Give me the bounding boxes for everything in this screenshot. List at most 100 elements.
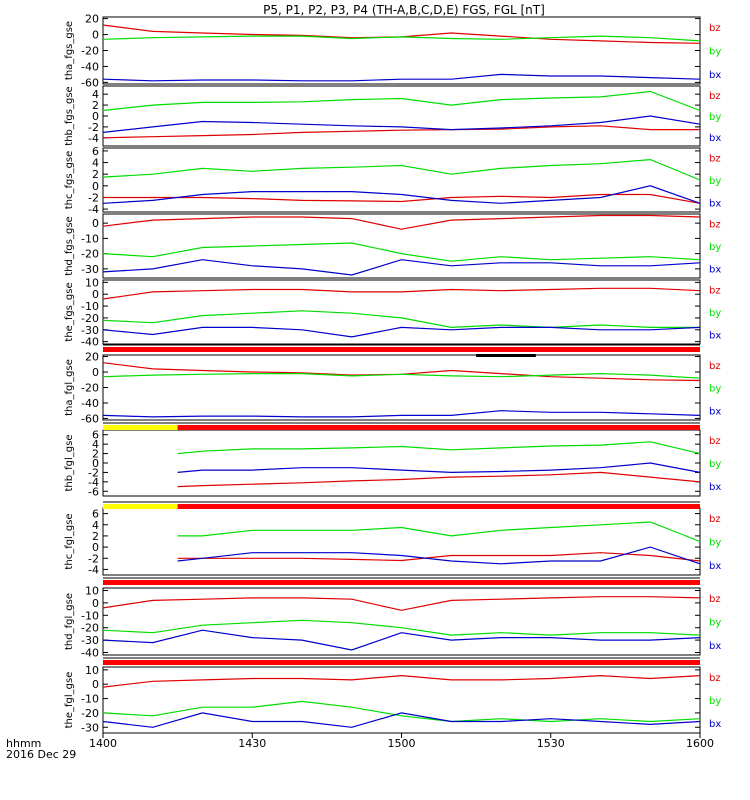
y-tick-label: -4 [88, 476, 99, 489]
legend-label-by: by [709, 112, 721, 123]
legend-label-by: by [709, 47, 721, 58]
y-tick-label: 2 [92, 448, 99, 461]
series-line-by [102, 242, 701, 262]
y-axis-label: tha_fgl_gse [64, 359, 75, 416]
y-tick-label: 4 [92, 519, 99, 532]
y-tick-label: -20 [81, 707, 99, 720]
legend-label-by: by [709, 176, 721, 187]
legend-label-bx: bx [709, 561, 721, 572]
y-tick-label: -30 [81, 324, 99, 337]
status-bar [103, 422, 700, 430]
y-axis-label: tha_fgs_gse [64, 21, 75, 80]
y-tick-label: -2 [88, 466, 99, 479]
status-bar [103, 657, 700, 665]
series-line-by [177, 441, 701, 455]
y-tick-label: -4 [88, 563, 99, 576]
y-tick-label: -40 [81, 336, 99, 349]
y-tick-label: 6 [92, 429, 99, 442]
y-tick-label: -10 [81, 300, 99, 313]
panel-3: 0 -10 -20 -30 thd_fgs_gse bz by bx [64, 213, 721, 279]
series-line-bx [102, 629, 701, 651]
y-tick-label: -4 [88, 203, 99, 216]
y-tick-label: -20 [81, 248, 99, 261]
x-tick-label: 1530 [537, 737, 565, 750]
y-tick-label: -40 [81, 647, 99, 660]
legend-label-bx: bx [709, 330, 721, 341]
y-tick-label: -30 [81, 634, 99, 647]
series-line-by [102, 35, 701, 42]
status-bar-segment [103, 580, 700, 585]
series-line-by [102, 700, 701, 723]
legend-label-bz: bz [709, 286, 721, 297]
panel-frame [102, 85, 701, 147]
series-line-bx [102, 259, 701, 276]
series-line-by [102, 310, 700, 329]
y-tick-label: 0 [92, 29, 99, 42]
y-tick-label: 0 [92, 110, 99, 123]
series-line-bz [102, 362, 701, 382]
series-line-bx [177, 546, 701, 565]
status-bar-segment [103, 660, 700, 665]
series-line-bx [102, 326, 701, 338]
legend-label-bz: bz [709, 361, 721, 372]
panel-frame [102, 354, 701, 421]
y-tick-label: -20 [81, 622, 99, 635]
y-tick-label: -6 [88, 485, 99, 498]
y-tick-label: 0 [92, 457, 99, 470]
y-axis-label: thd_fgs_gse [64, 216, 75, 275]
y-tick-label: -40 [81, 60, 99, 73]
legend-label-bx: bx [709, 641, 721, 652]
legend-label-bx: bx [709, 198, 721, 209]
y-tick-label: 0 [92, 597, 99, 610]
legend-label-bz: bz [709, 91, 721, 102]
series-line-bx [102, 185, 701, 204]
panel-frame [102, 666, 701, 734]
legend-label-bx: bx [709, 719, 721, 730]
y-axis-label: the_fgl_gse [64, 672, 75, 729]
series-line-by [102, 158, 701, 181]
panel-frame [102, 147, 701, 213]
series-line-bx [102, 115, 701, 133]
legend-label-bz: bz [709, 23, 721, 34]
series-line-bz [102, 287, 701, 300]
y-tick-label: -2 [88, 191, 99, 204]
series-line-bx [102, 712, 701, 728]
y-tick-label: 10 [85, 664, 99, 677]
y-tick-label: 2 [92, 530, 99, 543]
series-line-bx [102, 410, 701, 418]
x-axis-date: 2016 Dec 29 [6, 748, 76, 761]
legend-label-by: by [709, 696, 721, 707]
series-line-bz [102, 596, 701, 611]
panel-frame [102, 279, 701, 345]
panel-5: 20 0 -20 -40 -60 tha_fgl_gse bz by bx [64, 351, 721, 426]
y-tick-label: 10 [85, 276, 99, 289]
y-tick-label: -30 [81, 721, 99, 734]
y-tick-label: -2 [88, 121, 99, 134]
x-tick-label: 1400 [89, 737, 117, 750]
y-tick-label: -4 [88, 132, 99, 145]
legend-label-by: by [709, 618, 721, 629]
y-tick-label: -40 [81, 397, 99, 410]
panel-8: 100-10-20-30-40 thd_fgl_gse bz by bx [64, 584, 721, 659]
legend-label-bx: bx [709, 133, 721, 144]
series-line-bz [102, 214, 701, 230]
x-axis: 1400 1430 1500 1530 1600 [89, 733, 714, 750]
x-axis-label: hhmm [6, 737, 41, 750]
x-tick-label: 1500 [388, 737, 416, 750]
panel-frame [102, 16, 701, 85]
status-bar [103, 501, 700, 509]
y-axis-label: the_fgs_gse [64, 282, 75, 341]
legend-label-by: by [709, 242, 721, 253]
panel-9: 100 -10-20-30 the_fgl_gse bz by bx [64, 664, 721, 734]
y-tick-label: -10 [81, 232, 99, 245]
y-tick-label: -30 [81, 263, 99, 276]
panel-0: 20 0 -20 -40 -60 tha_fgs_gse bz by bx [64, 13, 721, 90]
panel-4: 100-10-20-30-40 the_fgs_gse bz by bx [64, 276, 721, 348]
series-line-by [102, 90, 701, 112]
y-axis-label: thb_fgs_gse [64, 86, 75, 145]
legend-label-bz: bz [709, 514, 721, 525]
series-line-bx [102, 73, 701, 82]
